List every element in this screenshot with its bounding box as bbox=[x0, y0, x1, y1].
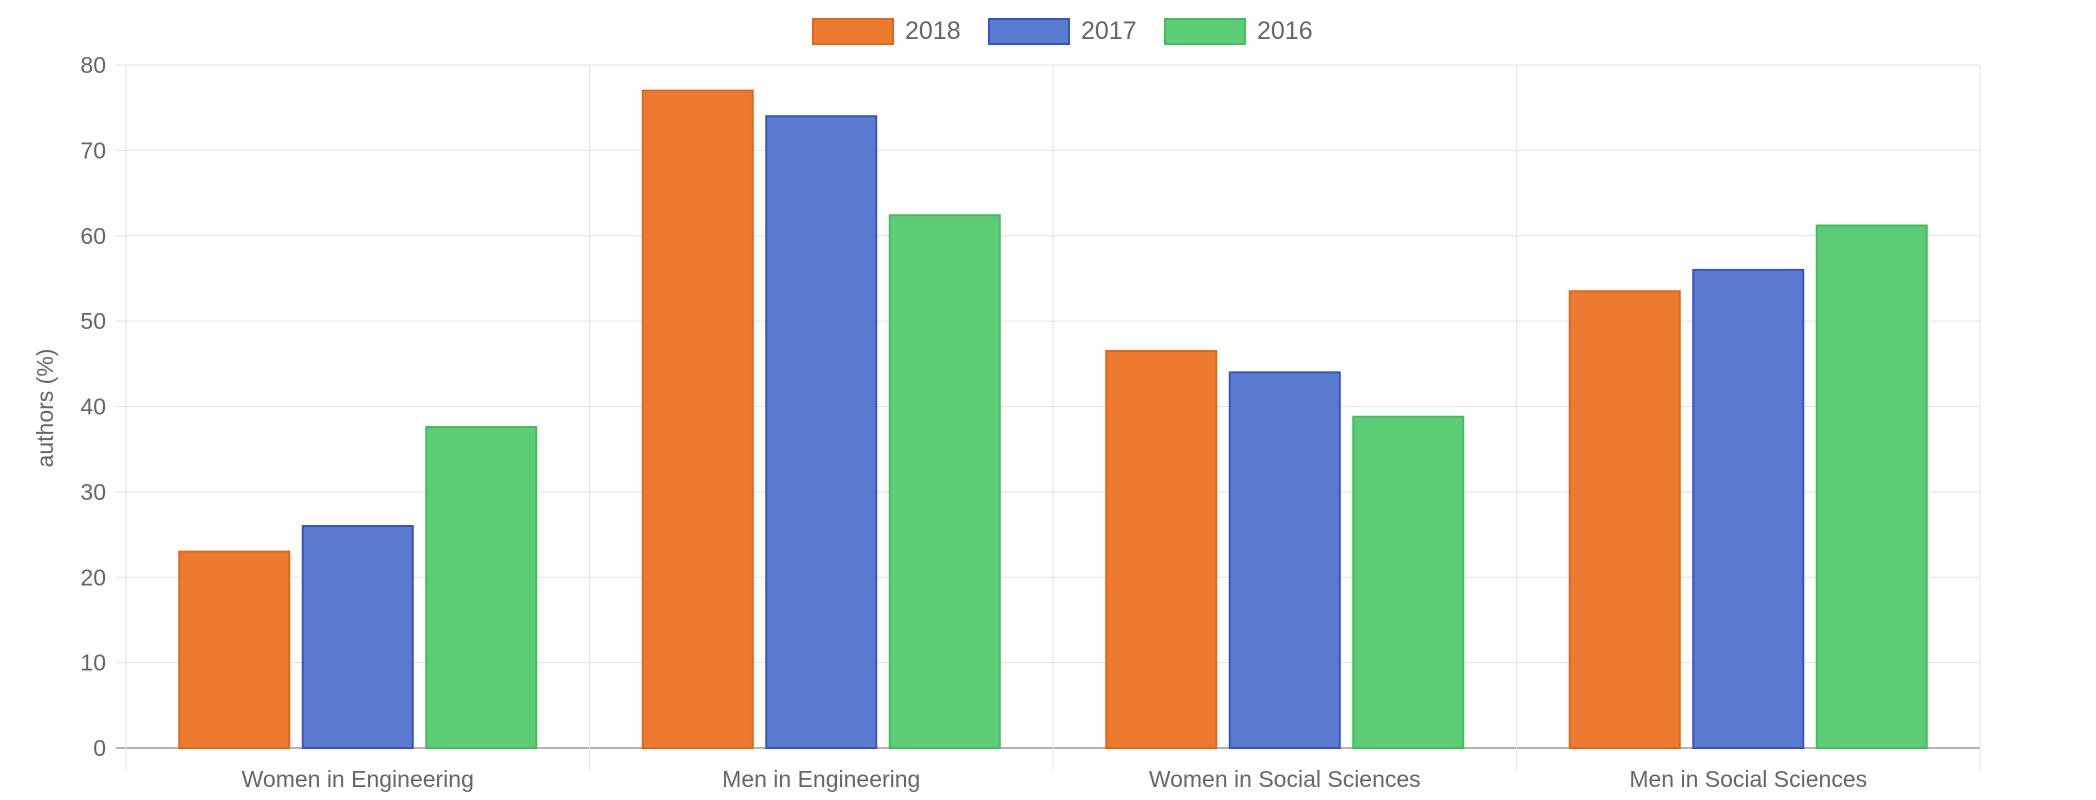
bar[interactable] bbox=[1692, 268, 1805, 749]
y-tick-label: 20 bbox=[80, 564, 106, 590]
y-tick-label: 40 bbox=[80, 394, 106, 420]
y-tick-label: 60 bbox=[80, 223, 106, 249]
legend-label: 2016 bbox=[1257, 17, 1313, 45]
x-tick-label: Men in Engineering bbox=[722, 766, 920, 792]
bars bbox=[178, 89, 1928, 750]
y-axis-title: authors (%) bbox=[32, 349, 58, 468]
legend-label: 2017 bbox=[1081, 17, 1137, 45]
bar[interactable] bbox=[1352, 415, 1465, 749]
legend-item[interactable]: 2016 bbox=[1164, 17, 1313, 45]
bar[interactable] bbox=[178, 550, 291, 750]
bar[interactable] bbox=[888, 214, 1001, 749]
y-tick-label: 50 bbox=[80, 308, 106, 334]
legend[interactable]: 2018 2017 2016 bbox=[812, 17, 1313, 45]
y-tick-label: 70 bbox=[80, 137, 106, 163]
x-tick-label: Women in Social Sciences bbox=[1149, 766, 1421, 792]
bar[interactable] bbox=[641, 89, 754, 750]
bar[interactable] bbox=[1815, 224, 1928, 749]
legend-label: 2018 bbox=[905, 17, 961, 45]
bar[interactable] bbox=[765, 115, 878, 750]
y-tick-label: 80 bbox=[80, 52, 106, 78]
legend-item[interactable]: 2018 bbox=[812, 17, 961, 45]
bar[interactable] bbox=[1228, 371, 1341, 749]
x-axis-ticks: Women in Engineering Men in Engineering Wo… bbox=[242, 766, 1868, 792]
bar[interactable] bbox=[1568, 290, 1681, 749]
x-tick-label: Men in Social Sciences bbox=[1629, 766, 1867, 792]
y-axis-ticks: 0 10 20 30 40 50 60 70 80 bbox=[80, 52, 106, 761]
bar[interactable] bbox=[301, 525, 414, 750]
legend-item[interactable]: 2017 bbox=[988, 17, 1137, 45]
legend-swatch bbox=[988, 18, 1070, 45]
bar[interactable] bbox=[1105, 350, 1218, 749]
x-tick-label: Women in Engineering bbox=[242, 766, 474, 792]
y-tick-label: 10 bbox=[80, 650, 106, 676]
legend-swatch bbox=[1164, 18, 1246, 45]
y-tick-label: 0 bbox=[93, 735, 106, 761]
legend-swatch bbox=[812, 18, 894, 45]
y-tick-label: 30 bbox=[80, 479, 106, 505]
bar[interactable] bbox=[425, 425, 538, 749]
